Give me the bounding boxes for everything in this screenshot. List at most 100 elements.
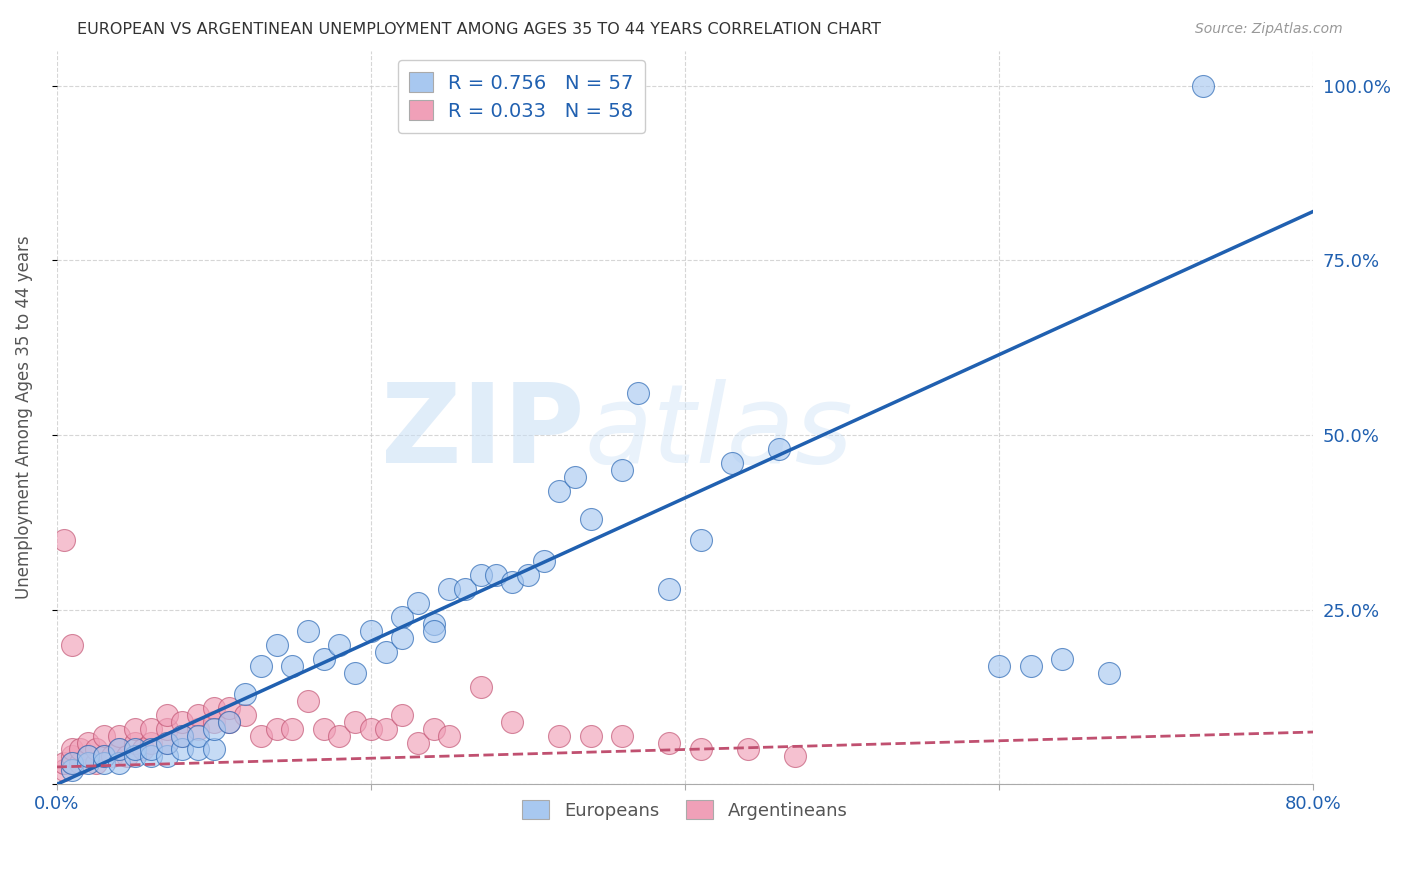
Point [172,714,194,729]
Point [202,714,225,729]
Point [124,742,146,756]
Point [579,729,602,743]
Point [60,638,83,652]
Point [375,645,398,659]
Point [439,582,461,596]
Point [737,742,759,756]
Point [117,749,139,764]
Point [202,700,225,714]
Point [172,729,194,743]
Point [93,756,115,771]
Point [610,463,633,477]
Point [312,722,335,736]
Point [60,764,83,778]
Point [139,735,162,749]
Point [297,624,319,638]
Text: ZIP: ZIP [381,379,585,486]
Legend: Europeans, Argentineans: Europeans, Argentineans [515,793,855,827]
Point [233,707,256,722]
Point [406,735,429,749]
Point [84,756,107,771]
Point [297,693,319,707]
Point [344,665,367,680]
Point [202,722,225,736]
Point [485,567,508,582]
Point [93,749,115,764]
Point [988,658,1011,673]
Point [84,742,107,756]
Point [1019,658,1042,673]
Point [155,735,177,749]
Point [422,722,444,736]
Point [108,742,131,756]
Point [516,567,538,582]
Point [155,735,177,749]
Point [470,567,492,582]
Point [658,735,681,749]
Text: Source: ZipAtlas.com: Source: ZipAtlas.com [1195,22,1343,37]
Point [93,749,115,764]
Point [281,658,304,673]
Text: EUROPEAN VS ARGENTINEAN UNEMPLOYMENT AMONG AGES 35 TO 44 YEARS CORRELATION CHART: EUROPEAN VS ARGENTINEAN UNEMPLOYMENT AMO… [77,22,882,37]
Point [132,742,155,756]
Point [60,742,83,756]
Point [564,470,586,484]
Point [124,735,146,749]
Point [406,596,429,610]
Point [1050,651,1073,665]
Point [139,749,162,764]
Point [391,707,413,722]
Point [77,756,100,771]
Point [108,729,131,743]
Point [658,582,681,596]
Point [312,651,335,665]
Point [627,386,650,401]
Point [172,742,194,756]
Point [328,729,350,743]
Point [391,631,413,645]
Point [281,722,304,736]
Point [139,722,162,736]
Point [187,742,209,756]
Point [77,749,100,764]
Point [100,749,122,764]
Point [155,749,177,764]
Point [548,729,571,743]
Point [218,714,240,729]
Point [1192,78,1215,93]
Point [422,624,444,638]
Point [139,742,162,756]
Point [53,764,76,778]
Point [344,714,367,729]
Point [689,533,711,547]
Point [579,512,602,526]
Point [375,722,398,736]
Point [53,756,76,771]
Point [721,456,744,470]
Point [69,742,91,756]
Point [60,756,83,771]
Point [93,729,115,743]
Point [187,722,209,736]
Point [360,624,382,638]
Point [250,729,273,743]
Point [233,687,256,701]
Point [439,729,461,743]
Point [266,722,288,736]
Point [689,742,711,756]
Point [53,533,76,547]
Point [501,574,523,589]
Point [548,483,571,498]
Point [768,442,790,456]
Point [266,638,288,652]
Point [155,722,177,736]
Point [250,658,273,673]
Point [108,742,131,756]
Point [202,742,225,756]
Text: atlas: atlas [585,379,853,486]
Point [60,749,83,764]
Point [187,729,209,743]
Point [124,749,146,764]
Point [77,735,100,749]
Point [218,714,240,729]
